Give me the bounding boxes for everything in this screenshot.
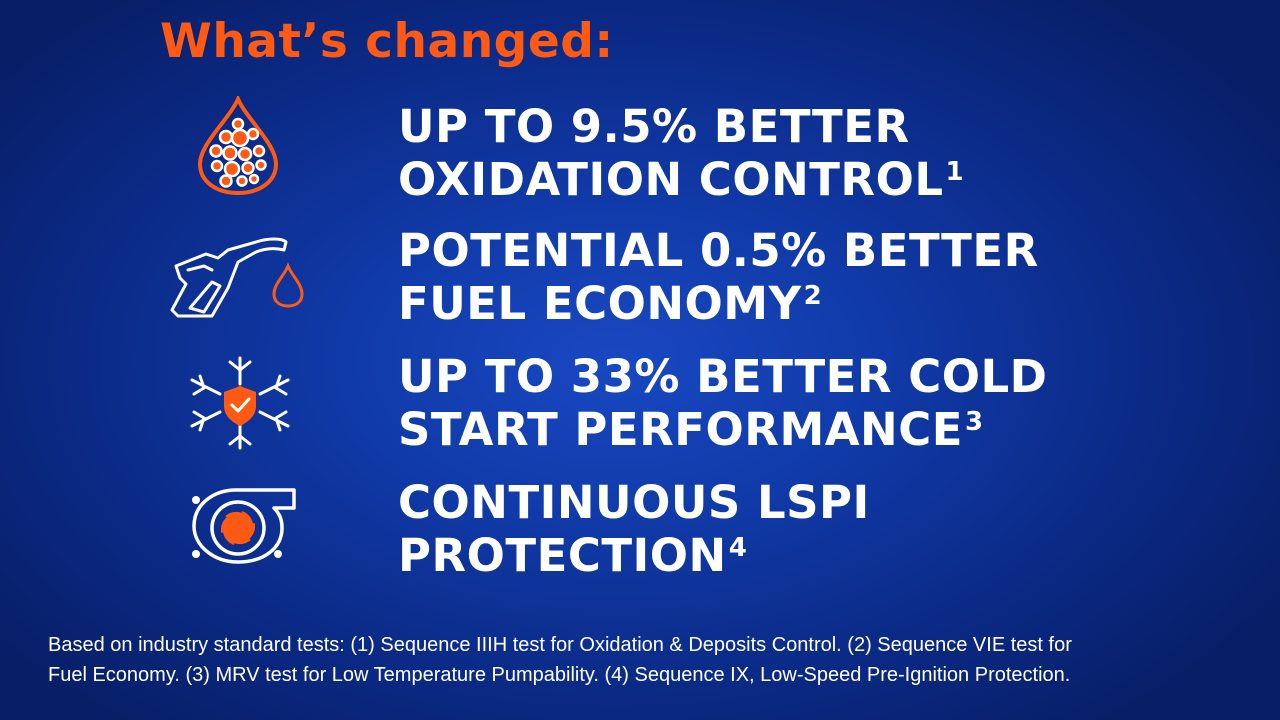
oil-drop-bubbles-icon (186, 93, 290, 196)
fuel-nozzle-icon (168, 230, 308, 322)
claim-text: UP TO 33% BETTER COLD START PERFORMANCE3 (398, 350, 1048, 456)
claim-cold-start: UP TO 33% BETTER COLD START PERFORMANCE3 (0, 350, 1280, 460)
footnote: Based on industry standard tests: (1) Se… (48, 630, 1258, 690)
footnote-marker: 3 (964, 407, 984, 437)
claim-line-2: PROTECTION (398, 529, 727, 582)
footnote-line-1: Based on industry standard tests: (1) Se… (48, 634, 1072, 656)
claim-line-1: CONTINUOUS LSPI (398, 476, 870, 529)
claim-oxidation: UP TO 9.5% BETTER OXIDATION CONTROL1 (0, 93, 1280, 210)
claim-lspi: CONTINUOUS LSPI PROTECTION4 (0, 476, 1280, 586)
claim-text: UP TO 9.5% BETTER OXIDATION CONTROL1 (398, 100, 964, 206)
claim-line-1: POTENTIAL 0.5% BETTER (398, 224, 1039, 277)
footnote-marker: 2 (803, 281, 823, 311)
claim-text: CONTINUOUS LSPI PROTECTION4 (398, 476, 870, 582)
footnote-marker: 1 (945, 157, 965, 187)
claim-line-2: FUEL ECONOMY (398, 277, 802, 330)
claim-line-2: OXIDATION CONTROL (398, 153, 944, 206)
footnote-line-2: Fuel Economy. (3) MRV test for Low Tempe… (48, 664, 1071, 686)
claim-line-1: UP TO 33% BETTER COLD (398, 350, 1048, 403)
page-title: What’s changed: (160, 14, 614, 69)
snowflake-shield-icon (184, 354, 296, 452)
claim-line-2: START PERFORMANCE (398, 403, 963, 456)
turbocharger-icon (186, 482, 300, 572)
claim-text: POTENTIAL 0.5% BETTER FUEL ECONOMY2 (398, 224, 1039, 330)
claim-line-1: UP TO 9.5% BETTER (398, 100, 910, 153)
footnote-marker: 4 (728, 533, 748, 563)
claim-fuel-economy: POTENTIAL 0.5% BETTER FUEL ECONOMY2 (0, 224, 1280, 334)
